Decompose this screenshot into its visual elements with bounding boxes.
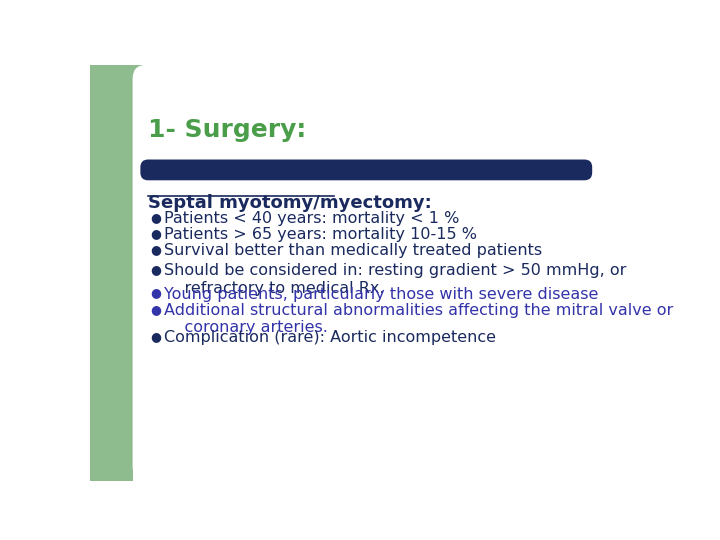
Text: ●: ● bbox=[150, 264, 161, 276]
FancyBboxPatch shape bbox=[140, 159, 593, 180]
FancyBboxPatch shape bbox=[90, 65, 132, 481]
Text: ●: ● bbox=[150, 330, 161, 343]
Text: Survival better than medically treated patients: Survival better than medically treated p… bbox=[163, 244, 541, 259]
Text: Patients > 65 years: mortality 10-15 %: Patients > 65 years: mortality 10-15 % bbox=[163, 227, 477, 242]
Text: Additional structural abnormalities affecting the mitral valve or
    coronary a: Additional structural abnormalities affe… bbox=[163, 303, 673, 335]
Text: ●: ● bbox=[150, 303, 161, 316]
FancyBboxPatch shape bbox=[132, 65, 648, 481]
Text: 1- Surgery:: 1- Surgery: bbox=[148, 118, 307, 142]
Text: ●: ● bbox=[150, 227, 161, 240]
Text: ●: ● bbox=[150, 287, 161, 300]
Text: Patients < 40 years: mortality < 1 %: Patients < 40 years: mortality < 1 % bbox=[163, 211, 459, 226]
Text: Young patients, particularly those with severe disease: Young patients, particularly those with … bbox=[163, 287, 598, 301]
FancyBboxPatch shape bbox=[132, 403, 648, 481]
FancyBboxPatch shape bbox=[284, 65, 648, 150]
FancyBboxPatch shape bbox=[90, 65, 284, 150]
Text: ●: ● bbox=[150, 211, 161, 224]
Text: Should be considered in: resting gradient > 50 mmHg, or
    refractory to medica: Should be considered in: resting gradien… bbox=[163, 264, 626, 296]
Text: ●: ● bbox=[150, 244, 161, 256]
Text: Complication (rare): Aortic incompetence: Complication (rare): Aortic incompetence bbox=[163, 330, 495, 346]
Text: Septal myotomy/myectomy:: Septal myotomy/myectomy: bbox=[148, 194, 432, 212]
